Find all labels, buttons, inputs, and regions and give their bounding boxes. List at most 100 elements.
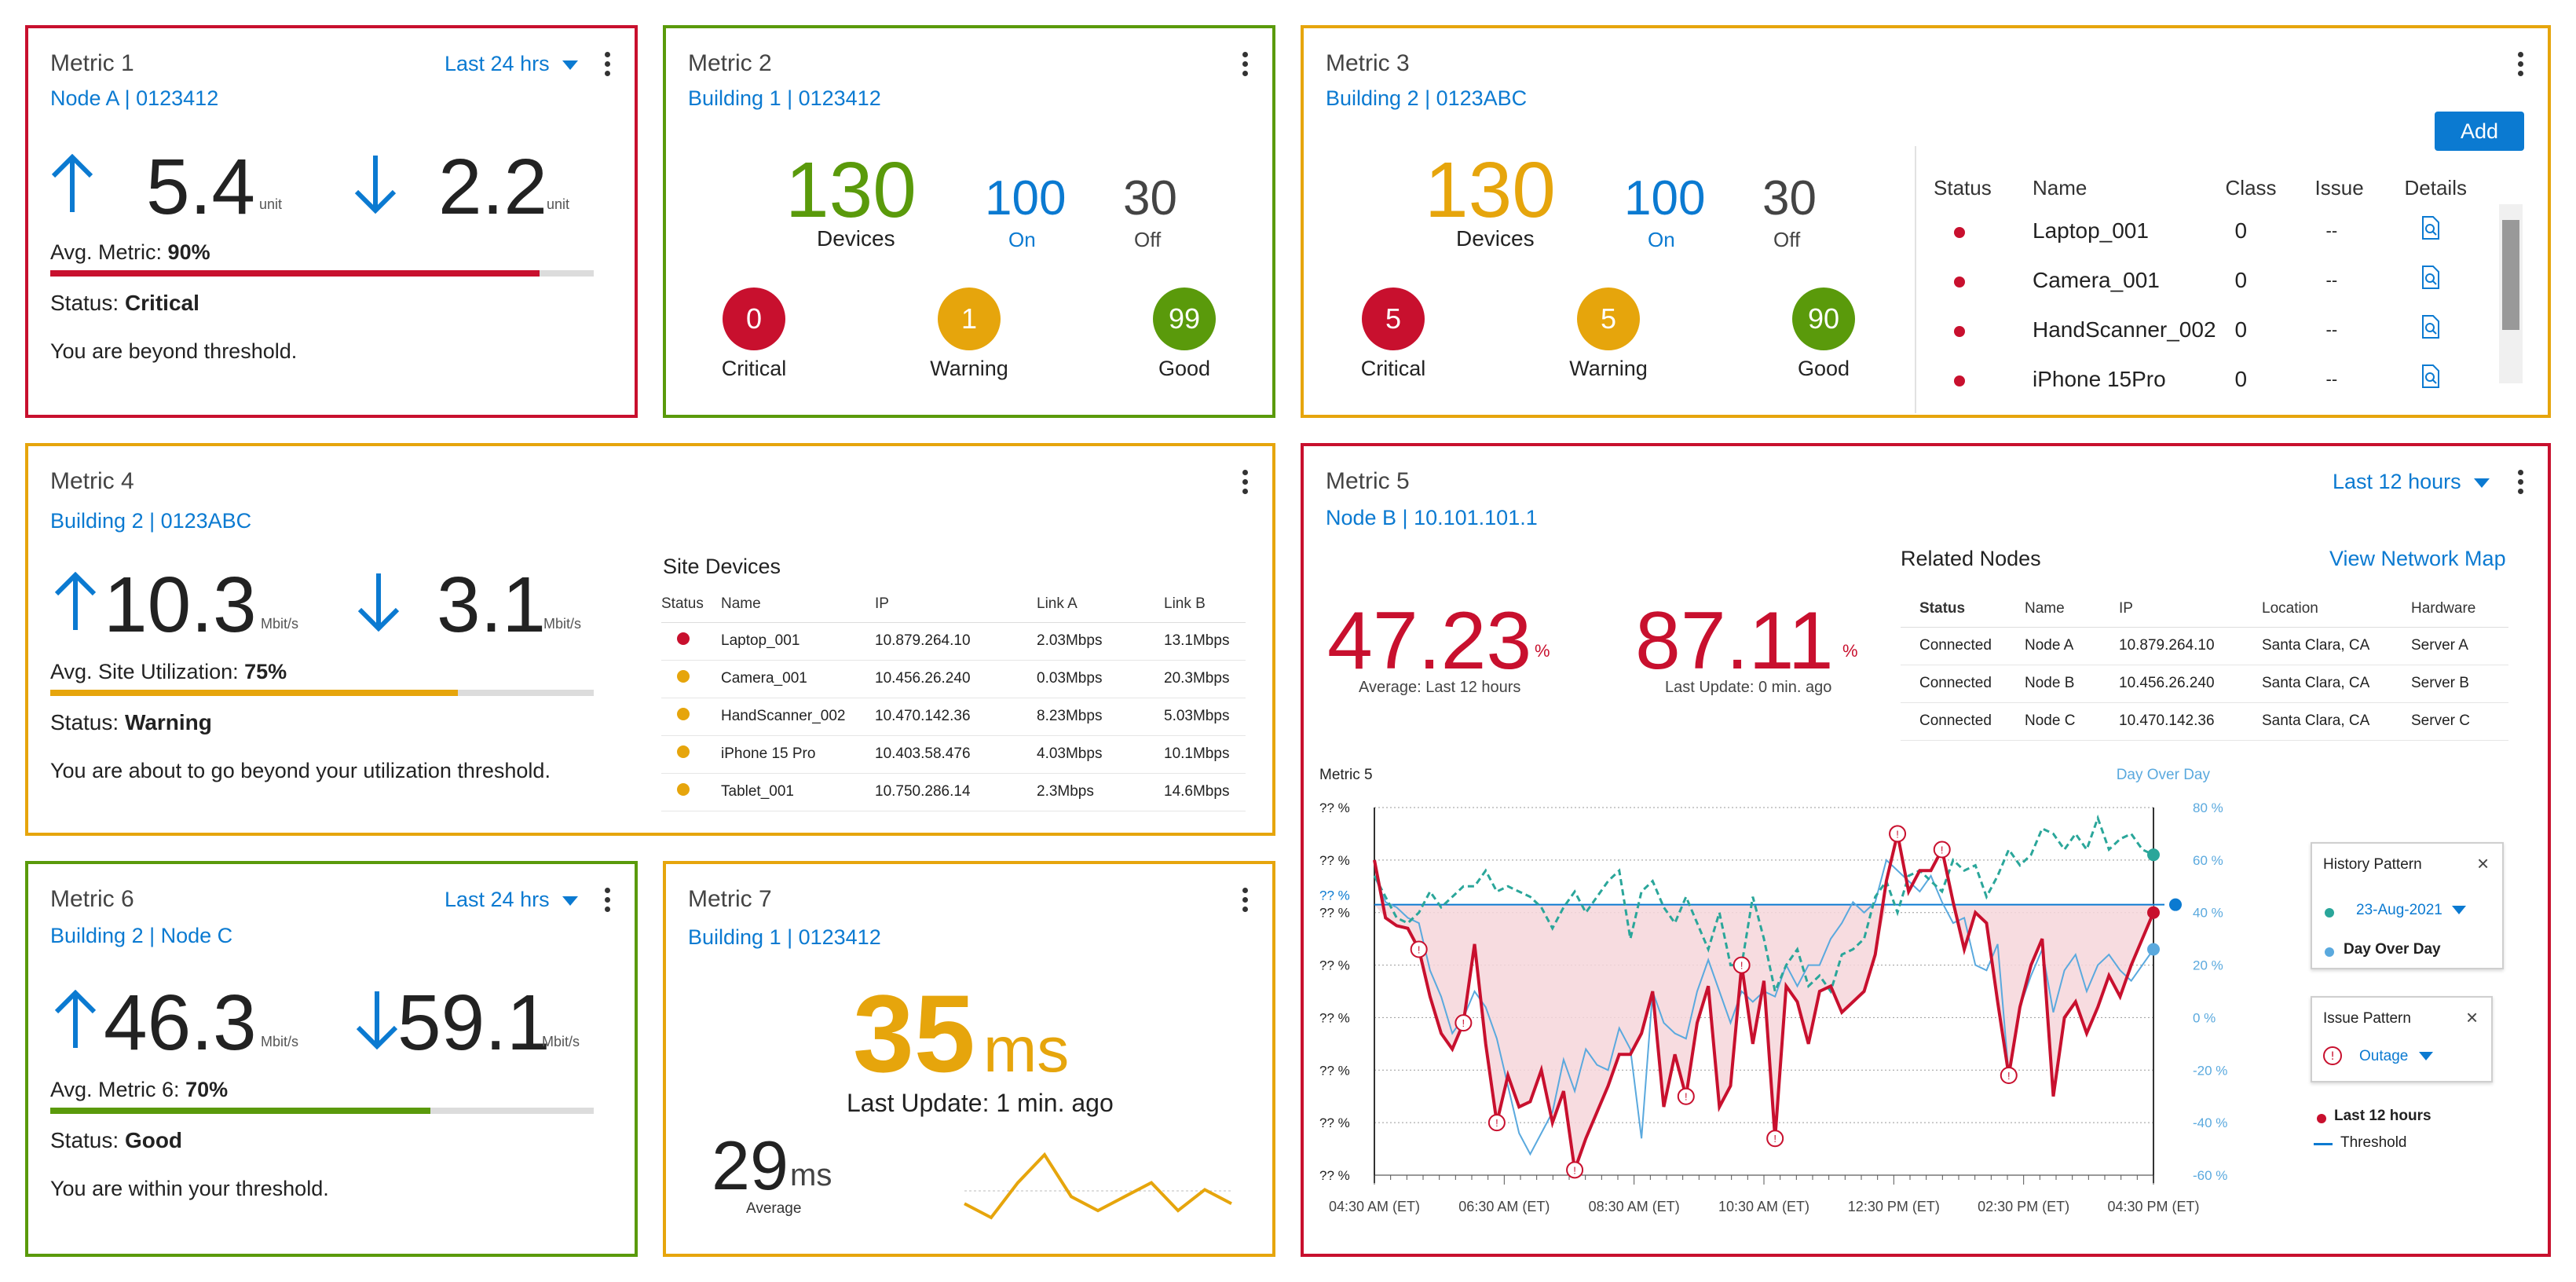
metric-6-down-unit: Mbit/s	[542, 1034, 580, 1049]
device-name: Camera_001	[716, 660, 870, 698]
document-search-icon[interactable]	[2420, 314, 2441, 339]
comparison-dot	[2325, 947, 2334, 957]
device-link-a: 2.3Mbps	[1032, 773, 1159, 811]
metric-5-more-icon[interactable]	[2515, 470, 2526, 500]
device-ip: 10.403.58.476	[870, 735, 1032, 774]
chevron-down-icon	[562, 896, 578, 906]
node-hardware-link[interactable]: Server A	[2406, 627, 2508, 665]
critical-count-badge: 0	[723, 288, 785, 350]
node-name-link[interactable]: Node A	[2020, 627, 2114, 665]
table-row[interactable]: Tablet_001 10.750.286.14 2.3Mbps 14.6Mbps	[661, 773, 1246, 811]
scrollbar[interactable]	[2499, 204, 2523, 383]
issue-marker-icon	[1766, 1130, 1784, 1148]
table-row[interactable]: HandScanner_002 0 --	[1929, 305, 2479, 354]
y2-tick-label: -20 %	[2193, 1063, 2227, 1078]
table-row[interactable]: Laptop_001 10.879.264.10 2.03Mbps 13.1Mbps	[661, 622, 1246, 661]
node-hardware-link[interactable]: Server B	[2406, 665, 2508, 703]
issue-marker-icon	[1454, 1014, 1473, 1032]
metric-1-down-value: 2.2	[438, 143, 548, 231]
metric-2-more-icon[interactable]	[1239, 52, 1250, 82]
metric-3-subtitle: Building 2 | 0123ABC	[1326, 86, 1528, 110]
metric-5-line-chart[interactable]: Metric 5 Day Over Day ?? % 80 % ?? % 60 % ?? %…	[1319, 760, 2238, 1232]
node-location: Santa Clara, CA	[2257, 702, 2406, 741]
node-hardware-link[interactable]: Server C	[2406, 702, 2508, 741]
metric-3-devices: 130	[1425, 146, 1556, 234]
y2-tick-label: -40 %	[2193, 1115, 2227, 1130]
y-tick-label: ?? %	[1319, 1168, 1350, 1183]
history-date-dropdown[interactable]: 23-Aug-2021	[2356, 902, 2466, 919]
arrow-up-icon	[51, 154, 93, 212]
metric-1-up-unit: unit	[259, 196, 283, 212]
chart-right-title: Day Over Day	[2117, 767, 2211, 783]
table-row[interactable]: Camera_001 10.456.26.240 0.03Mbps 20.3Mbps	[661, 660, 1246, 698]
metric-2-devices-label: Devices	[817, 226, 895, 251]
arrow-up-icon	[54, 572, 97, 630]
device-name: iPhone 15 Pro	[716, 735, 870, 774]
issue-pattern-dropdown[interactable]: Outage	[2359, 1048, 2434, 1065]
critical-label: Critical	[1360, 357, 1426, 380]
table-row[interactable]: Laptop_001 0 --	[1929, 206, 2479, 255]
metric-2-card: Metric 2 Building 1 | 0123412 130 Device…	[663, 25, 1275, 418]
metric-1-message: You are beyond threshold.	[50, 339, 298, 363]
issue-marker-icon	[1566, 1161, 1584, 1179]
warning-count-badge: 5	[1577, 288, 1640, 350]
metric-6-range-label: Last 24 hrs	[445, 888, 550, 911]
status-dot-critical	[1954, 325, 1965, 337]
metric-5-range-dropdown[interactable]: Last 12 hours	[2333, 470, 2490, 494]
table-row[interactable]: iPhone 15 Pro 10.403.58.476 4.03Mbps 10.1Mb…	[661, 735, 1246, 774]
metric-2-on: 100	[985, 171, 1067, 225]
series-legend-label: Last 12 hours	[2334, 1108, 2431, 1124]
metric-1-avg: Avg. Metric: 90%	[50, 240, 210, 264]
col-status: Status	[1934, 175, 1992, 200]
add-button[interactable]: Add	[2435, 112, 2524, 151]
device-name: HandScanner_002	[716, 698, 870, 736]
status-dot	[677, 783, 690, 796]
good-label: Good	[1797, 357, 1850, 380]
document-search-icon[interactable]	[2420, 215, 2441, 240]
metric-1-more-icon[interactable]	[602, 52, 613, 82]
metric-4-more-icon[interactable]	[1239, 470, 1250, 500]
device-name: iPhone 15Pro	[2033, 366, 2166, 391]
node-location: Santa Clara, CA	[2257, 627, 2406, 665]
device-class: 0	[2234, 317, 2248, 342]
view-network-map-link[interactable]: View Network Map	[2329, 547, 2506, 570]
close-icon[interactable]: ×	[2477, 852, 2490, 875]
metric-1-range-dropdown[interactable]: Last 24 hrs	[445, 52, 578, 76]
table-row[interactable]: Connected Node A 10.879.264.10 Santa Clara,…	[1901, 627, 2508, 665]
table-row[interactable]: iPhone 15Pro 0 --	[1929, 354, 2479, 404]
metric-6-progress	[50, 1108, 594, 1114]
metric-6-range-dropdown[interactable]: Last 24 hrs	[445, 888, 578, 912]
metric-6-status: Status: Good	[50, 1128, 183, 1152]
status-dot	[677, 670, 690, 683]
issue-marker-glyph: !	[1418, 944, 1421, 956]
scrollbar-thumb[interactable]	[2502, 220, 2519, 330]
arrow-up-icon	[54, 990, 97, 1048]
table-row[interactable]: Connected Node C 10.470.142.36 Santa Clara,…	[1901, 702, 2508, 741]
y2-tick-label: 60 %	[2193, 853, 2223, 868]
metric-4-title: Metric 4	[50, 468, 134, 494]
metric-5-average-unit: %	[1535, 641, 1550, 661]
table-row[interactable]: Connected Node B 10.456.26.240 Santa Clara,…	[1901, 665, 2508, 703]
metric-6-more-icon[interactable]	[602, 888, 613, 918]
table-row[interactable]: Camera_001 0 --	[1929, 255, 2479, 305]
document-search-icon[interactable]	[2420, 364, 2441, 389]
metric-3-more-icon[interactable]	[2515, 52, 2526, 82]
issue-pattern-title: Issue Pattern	[2323, 1010, 2411, 1027]
issue-marker-glyph: !	[1740, 960, 1744, 972]
document-search-icon[interactable]	[2420, 265, 2441, 290]
issue-marker-icon	[1733, 956, 1751, 974]
node-name-link[interactable]: Node B	[2020, 665, 2114, 703]
metric-7-average-unit: ms	[790, 1158, 832, 1192]
node-name-link[interactable]: Node C	[2020, 702, 2114, 741]
metric-3-on: 100	[1624, 171, 1706, 225]
day-over-day-endpoint	[2147, 848, 2160, 862]
device-link-b: 5.03Mbps	[1159, 698, 1246, 736]
metric-7-more-icon[interactable]	[1239, 888, 1250, 918]
metric-3-devices-label: Devices	[1456, 226, 1535, 251]
metric-2-off-label: Off	[1134, 228, 1162, 251]
device-link-a: 2.03Mbps	[1032, 622, 1159, 661]
table-row[interactable]: HandScanner_002 10.470.142.36 8.23Mbps 5.03…	[661, 698, 1246, 736]
close-icon[interactable]: ×	[2466, 1005, 2479, 1029]
col-class: Class	[2225, 175, 2277, 200]
chart-title: Metric 5	[1319, 767, 1373, 783]
